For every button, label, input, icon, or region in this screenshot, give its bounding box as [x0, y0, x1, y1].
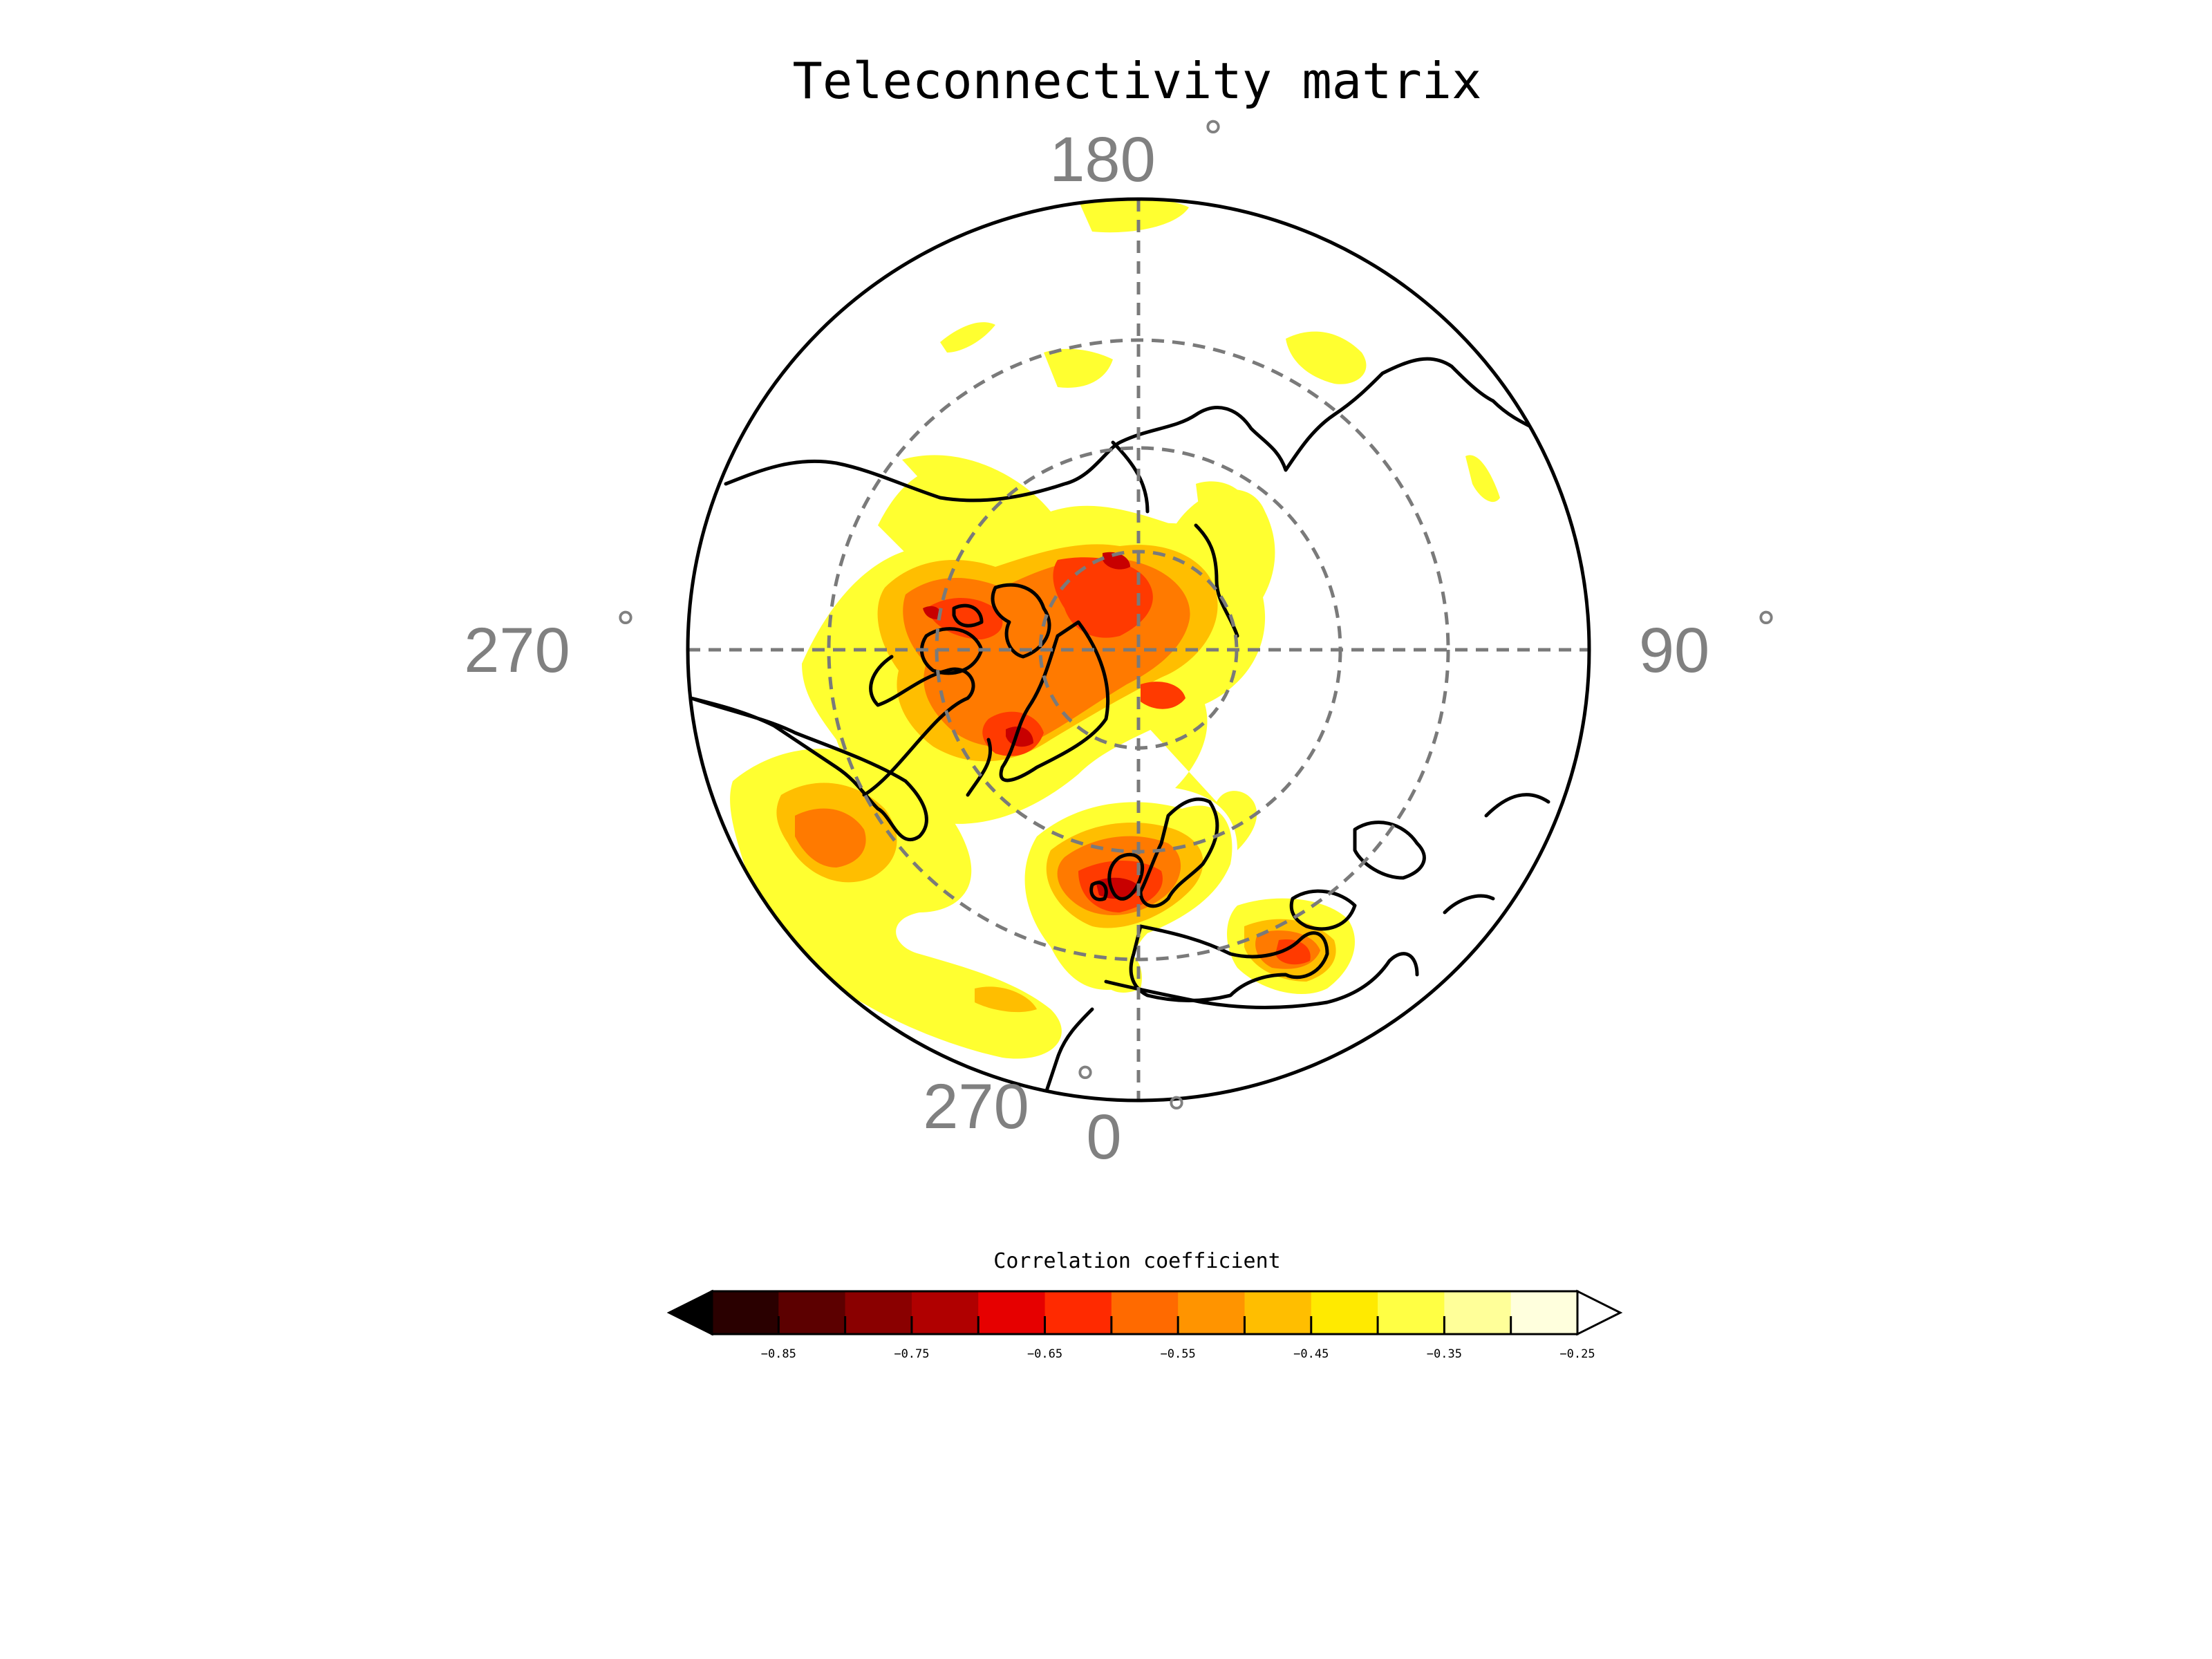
colorbar-tick-label: −0.85 — [761, 1347, 796, 1361]
lon-label-top: 180 — [1049, 124, 1156, 195]
colorbar-cells — [666, 1289, 1623, 1336]
colorbar-cell — [1178, 1291, 1245, 1334]
colorbar-cell — [1444, 1291, 1512, 1334]
degree-symbol-top: ° — [1203, 112, 1224, 162]
colorbar-title: Correlation coefficient — [993, 1249, 1280, 1273]
colorbar-cell — [1044, 1291, 1112, 1334]
colorbar-cell — [1378, 1291, 1445, 1334]
polar-map — [688, 199, 1589, 1100]
colorbar-cell — [1510, 1291, 1578, 1334]
correlation-field — [730, 199, 1500, 1059]
colorbar-tick-label: −0.45 — [1293, 1347, 1329, 1361]
colorbar-extend-under — [666, 1289, 713, 1336]
colorbar-cell — [845, 1291, 912, 1334]
colorbar: Correlation coefficient −0.85 −0.75 −0.65−… — [666, 1249, 1623, 1361]
colorbar-frame — [711, 1290, 1579, 1335]
lon-label-bottom-extra: 270 — [923, 1071, 1029, 1142]
degree-symbol-right: ° — [1756, 603, 1777, 653]
colorbar-cell — [978, 1291, 1046, 1334]
colorbar-tick-label: −0.35 — [1427, 1347, 1462, 1361]
colorbar-cell — [1244, 1291, 1312, 1334]
colorbar-cell — [911, 1291, 979, 1334]
lon-label-right: 90 — [1639, 615, 1709, 686]
colorbar-cell — [1311, 1291, 1378, 1334]
coastline-asia — [724, 357, 1537, 503]
colorbar-extend-over — [1576, 1289, 1623, 1336]
colorbar-tick-label: −0.55 — [1161, 1347, 1196, 1361]
colorbar-cell — [1111, 1291, 1179, 1334]
colorbar-tick-label: −0.25 — [1559, 1347, 1595, 1361]
map-title: Teleconnectivity matrix — [793, 52, 1482, 110]
coastline-europe — [1138, 797, 1219, 908]
colorbar-tick-labels: −0.85 −0.75 −0.65 −0.55 −0.45 −0.35 −0.25 — [761, 1347, 1595, 1361]
graticule — [688, 199, 1589, 1100]
degree-symbol-left: ° — [615, 603, 637, 653]
coastline-north-america — [689, 696, 928, 842]
latitude-circle-60 — [827, 338, 1450, 962]
coastline-greenland — [999, 620, 1110, 782]
degree-symbol-bottom-extra: ° — [1075, 1058, 1096, 1108]
colorbar-cell — [778, 1291, 846, 1334]
lon-label-left: 270 — [464, 615, 570, 686]
colorbar-cell — [712, 1291, 779, 1334]
colorbar-ticks — [777, 1316, 1579, 1334]
colorbar-tick-label: −0.75 — [894, 1347, 929, 1361]
map-boundary — [686, 197, 1591, 1103]
degree-symbol-bottom: ° — [1166, 1088, 1188, 1138]
colorbar-tick-label: −0.65 — [1027, 1347, 1062, 1361]
lon-label-bottom: 0 — [1086, 1102, 1121, 1172]
longitude-labels: 180 ° 270 ° 90 ° 270 ° 0 ° — [464, 112, 1777, 1172]
